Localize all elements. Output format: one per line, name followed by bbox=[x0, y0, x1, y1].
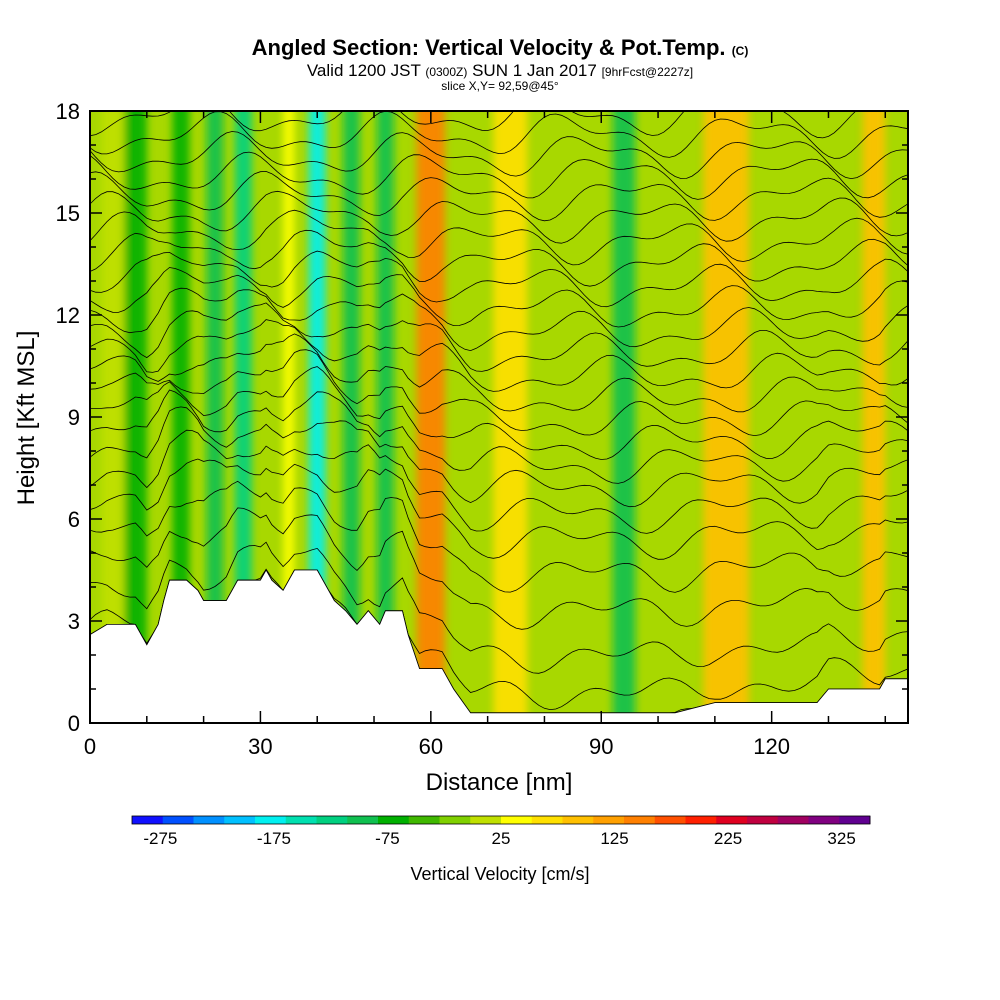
colorbar-ticks: -275 -175 -75 25 125 225 325 bbox=[143, 829, 855, 848]
y-axis-label: Height [Kft MSL] bbox=[13, 331, 40, 506]
colorbar-swatch bbox=[777, 816, 809, 824]
colorbar-swatch bbox=[531, 816, 563, 824]
theta-contour bbox=[90, 151, 908, 200]
colorbar-swatch bbox=[562, 816, 594, 824]
colorbar-swatch bbox=[439, 816, 471, 824]
x-tick-label: 90 bbox=[589, 734, 613, 759]
colorbar-frame bbox=[131, 815, 871, 825]
y-tick-label: 9 bbox=[68, 405, 80, 430]
theta-contour bbox=[90, 429, 908, 534]
theta-contour bbox=[90, 349, 908, 437]
y-tick-label: 6 bbox=[68, 507, 80, 532]
colorbar-swatch bbox=[132, 816, 164, 824]
colorbar-tick-label: -75 bbox=[375, 829, 400, 848]
colorbar-swatch bbox=[224, 816, 256, 824]
x-axis-label: Distance [nm] bbox=[426, 769, 573, 796]
colorbar-swatch bbox=[747, 816, 779, 824]
colorbar-swatch bbox=[347, 816, 379, 824]
chart-subtitle: Valid 1200 JST (0300Z) SUN 1 Jan 2017 [9… bbox=[306, 61, 694, 80]
theta-contour bbox=[90, 267, 908, 328]
colorbar-swatch bbox=[378, 816, 410, 824]
theta-contour bbox=[90, 170, 908, 222]
velocity-band bbox=[416, 111, 446, 723]
velocity-field bbox=[90, 111, 908, 723]
theta-contour bbox=[90, 541, 908, 674]
title-suffix: (C) bbox=[731, 44, 749, 58]
theta-contour bbox=[90, 287, 908, 352]
velocity-band bbox=[703, 111, 749, 723]
title-block: Angled Section: Vertical Velocity & Pot.… bbox=[0, 35, 1000, 93]
velocity-band bbox=[172, 111, 190, 723]
slice-info: slice X,Y= 92,59@45° bbox=[441, 79, 559, 93]
theta-contour bbox=[90, 406, 908, 508]
velocity-band bbox=[283, 111, 295, 723]
colorbar-swatch bbox=[654, 816, 686, 824]
y-tick-label: 3 bbox=[68, 609, 80, 634]
theta-contour bbox=[90, 507, 908, 630]
theta-contour bbox=[90, 480, 908, 593]
colorbar-swatch bbox=[255, 816, 287, 824]
theta-contour bbox=[90, 458, 908, 560]
colorbar-tick-label: 225 bbox=[714, 829, 742, 848]
theta-contour bbox=[90, 209, 908, 266]
colorbar-swatch bbox=[808, 816, 840, 824]
velocity-band bbox=[101, 111, 125, 723]
velocity-bands bbox=[101, 111, 886, 723]
theta-contour bbox=[90, 366, 908, 460]
theta-contour bbox=[90, 389, 908, 484]
theta-contour bbox=[90, 333, 908, 413]
theta-contour bbox=[90, 250, 908, 308]
colorbar-swatch bbox=[193, 816, 225, 824]
y-tick-label: 0 bbox=[68, 711, 80, 736]
terrain bbox=[90, 569, 908, 723]
colorbar-swatch bbox=[162, 816, 194, 824]
colorbar-swatch bbox=[316, 816, 348, 824]
theta-contour bbox=[90, 131, 908, 180]
x-tick-label: 0 bbox=[84, 734, 96, 759]
colorbar bbox=[131, 815, 871, 825]
colorbar-tick-label: 125 bbox=[600, 829, 628, 848]
colorbar-tick-label: 325 bbox=[827, 829, 855, 848]
colorbar-swatch bbox=[285, 816, 317, 824]
x-tick-label: 120 bbox=[753, 734, 790, 759]
velocity-band bbox=[612, 111, 636, 723]
velocity-band bbox=[376, 111, 394, 723]
colorbar-swatch bbox=[593, 816, 625, 824]
velocity-band bbox=[124, 111, 147, 723]
theta-contour bbox=[90, 229, 908, 287]
velocity-band bbox=[342, 111, 360, 723]
theta-contour bbox=[90, 111, 857, 139]
y-tick-label: 15 bbox=[56, 201, 80, 226]
theta-contour bbox=[90, 111, 908, 159]
colorbar-tick-label: -175 bbox=[257, 829, 291, 848]
y-tick-label: 18 bbox=[56, 99, 80, 124]
velocity-band bbox=[493, 111, 528, 723]
velocity-band bbox=[234, 111, 252, 723]
colorbar-swatch bbox=[624, 816, 656, 824]
theta-contour bbox=[90, 302, 908, 372]
colorbar-swatch bbox=[408, 816, 440, 824]
chart-title: Angled Section: Vertical Velocity & Pot.… bbox=[251, 35, 749, 60]
colorbar-swatch bbox=[716, 816, 748, 824]
colorbar-swatch bbox=[501, 816, 533, 824]
colorbar-label: Vertical Velocity [cm/s] bbox=[410, 864, 589, 884]
colorbar-tick-label: -275 bbox=[143, 829, 177, 848]
x-axis: 0 30 60 90 120 bbox=[84, 111, 887, 759]
theta-contour bbox=[90, 190, 908, 244]
colorbar-swatch bbox=[839, 816, 871, 824]
colorbar-swatch bbox=[685, 816, 717, 824]
velocity-band bbox=[862, 111, 886, 723]
theta-contour bbox=[90, 319, 908, 392]
colorbar-swatch bbox=[470, 816, 502, 824]
x-tick-label: 30 bbox=[248, 734, 272, 759]
colorbar-tick-label: 25 bbox=[492, 829, 511, 848]
theta-contours bbox=[90, 111, 908, 714]
y-tick-label: 12 bbox=[56, 303, 80, 328]
x-tick-label: 60 bbox=[419, 734, 443, 759]
y-axis: 0 3 6 9 12 15 18 bbox=[56, 99, 908, 736]
